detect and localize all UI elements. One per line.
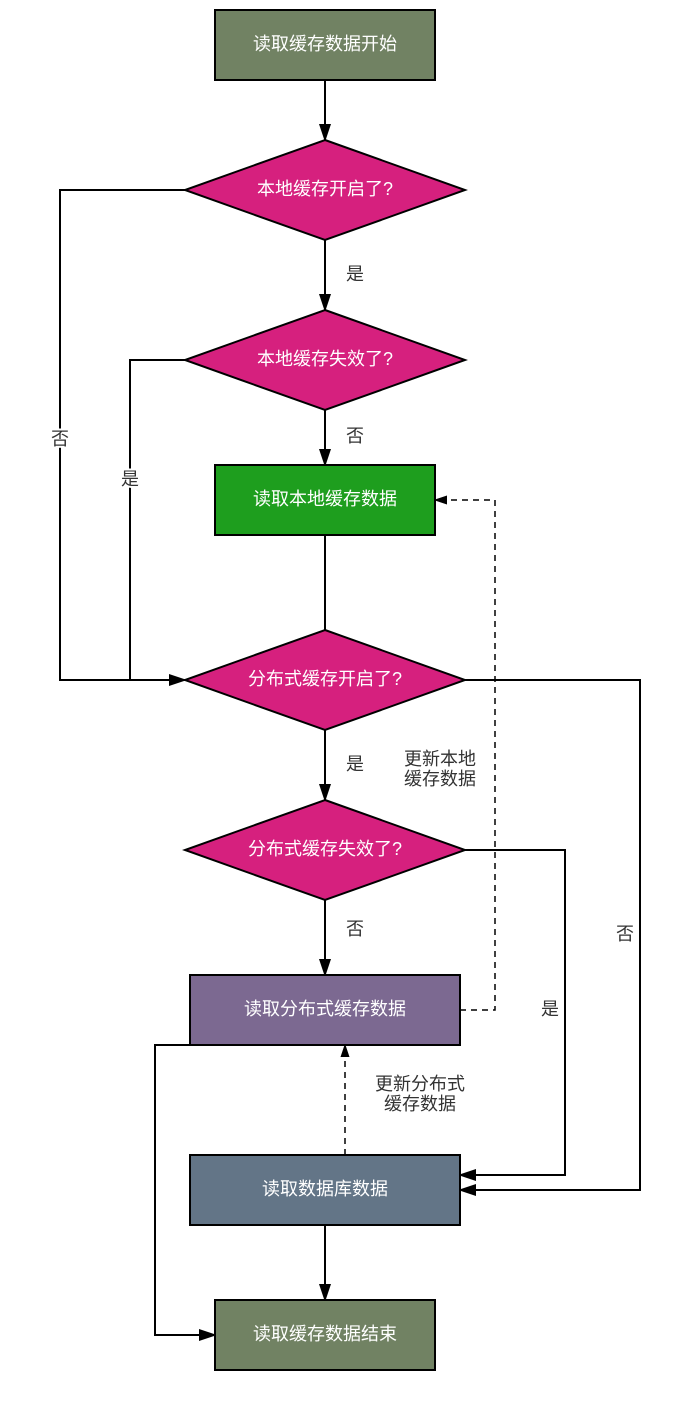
node-label: 读取数据库数据	[262, 1179, 388, 1199]
node-label: 本地缓存失效了?	[257, 349, 393, 369]
edge-label: 否	[616, 924, 634, 944]
node-label: 分布式缓存开启了?	[248, 669, 402, 689]
node-label: 读取分布式缓存数据	[244, 999, 406, 1019]
flowchart-canvas: 是是否否否否是是是是否否否否是是更新分布式缓存数据更新分布式缓存数据更新本地缓存…	[0, 0, 698, 1422]
edge-label: 是	[121, 469, 139, 489]
node-label: 读取本地缓存数据	[253, 489, 397, 509]
node-label: 分布式缓存失效了?	[248, 839, 402, 859]
edge-label: 否	[346, 426, 364, 446]
edge-label: 更新分布式缓存数据	[375, 1074, 465, 1114]
edge-label: 更新本地缓存数据	[404, 749, 476, 789]
edge-label: 是	[346, 754, 364, 774]
node-label: 读取缓存数据结束	[253, 1324, 397, 1344]
nodes-group: 读取缓存数据开始本地缓存开启了? 本地缓存失效了? 读取本地缓存数据分布式缓存开启了…	[185, 10, 465, 1370]
edge-e_d2_yes	[130, 360, 185, 680]
node-label: 读取缓存数据开始	[253, 34, 397, 54]
edge-label: 否	[346, 919, 364, 939]
node-label: 本地缓存开启了?	[257, 179, 393, 199]
edge-label: 是	[346, 264, 364, 284]
edge-label: 否	[51, 429, 69, 449]
edge-e_d1_no	[60, 190, 185, 680]
edge-label: 是	[541, 999, 559, 1019]
edge-e_d3_no	[460, 680, 640, 1190]
